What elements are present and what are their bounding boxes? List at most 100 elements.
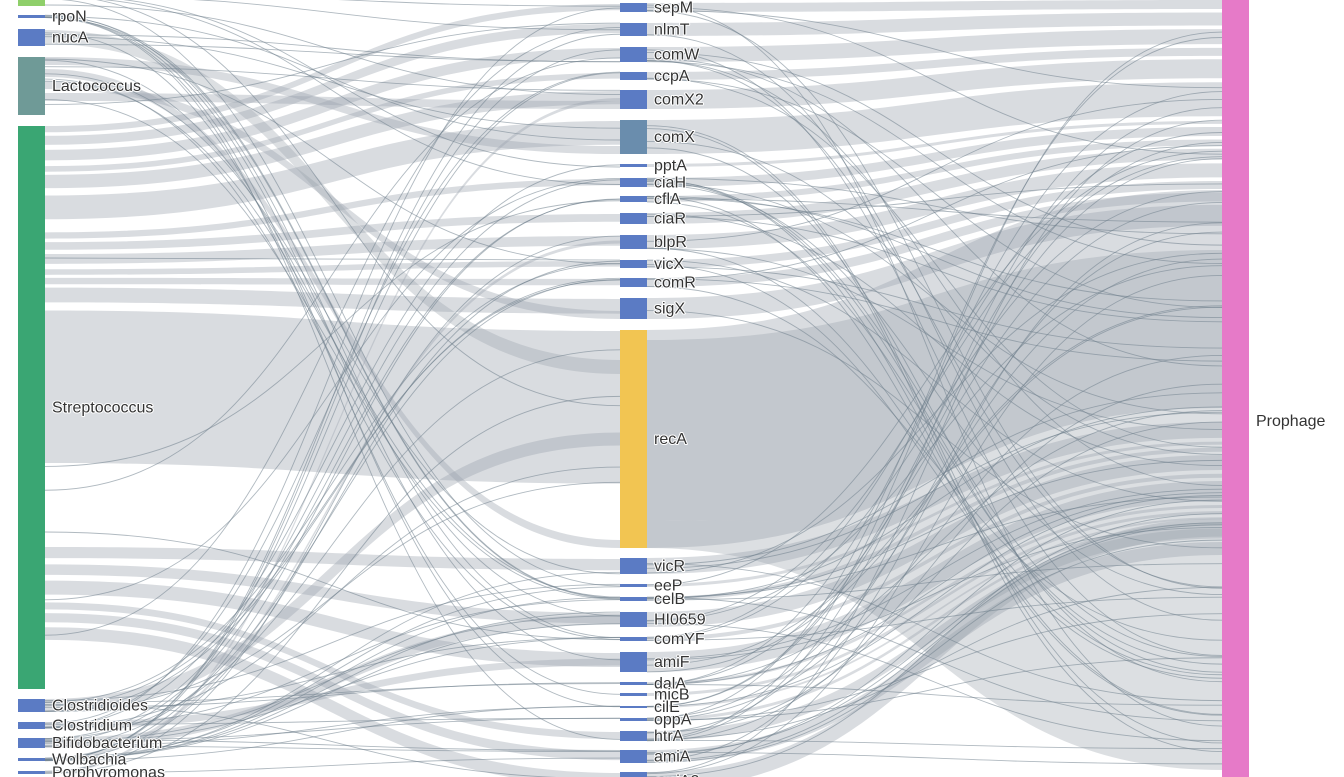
link-sepM-prophage [647,0,1222,12]
link-strand [44,757,621,774]
node-comX[interactable] [620,120,647,154]
node-Porphyromonas[interactable] [18,771,45,774]
node-label-recA: recA [654,431,687,448]
node-label-comW: comW [654,47,700,64]
node-label-cilE: cilE [654,699,680,716]
link-strand [646,310,1223,549]
node-cflA[interactable] [620,196,647,202]
node-Wolbachia[interactable] [18,758,45,761]
node-label-celB: celB [654,591,685,608]
link-strand [44,164,621,728]
link-streptococcus-HI0659 [45,564,620,624]
link-streptococcus-amiA2 [45,627,620,777]
node-sigX[interactable] [620,298,647,319]
link-strand [646,492,1223,686]
node-label-Streptococcus: Streptococcus [52,400,153,417]
node-ciaR[interactable] [620,213,647,224]
link-strand [646,184,1223,596]
node-amiA2[interactable] [620,772,647,777]
node-comR[interactable] [620,278,647,287]
node-htrA[interactable] [620,731,647,741]
node-Prophage[interactable] [1222,0,1249,777]
link-streptococcus-comX2 [45,91,620,189]
link-strand [646,275,1223,775]
link-strand [646,683,1223,706]
node-vicX[interactable] [620,260,647,268]
link-strand [44,4,621,96]
link-strand [44,17,621,740]
node-label-Prophage: Prophage [1256,413,1325,430]
link-strand [646,91,1223,686]
node-Bifidobacterium[interactable] [18,738,45,748]
node-eeP[interactable] [620,584,647,587]
node-amiA[interactable] [620,750,647,763]
node-dalA[interactable] [620,682,647,685]
link-strand [646,191,1223,639]
node-label-Lactococcus: Lactococcus [52,78,141,95]
link-streptococcus-comR [45,277,620,286]
node-rpoN[interactable] [18,15,45,18]
link-strand [646,613,1223,722]
node-amiF[interactable] [620,652,647,672]
node-celB[interactable] [620,597,647,601]
link-strand [646,278,1223,362]
link-strand [56,0,621,587]
node-unnamed-0[interactable] [18,0,45,6]
node-ccpA[interactable] [620,72,647,80]
link-strand [646,231,1223,734]
node-Streptococcus[interactable] [18,126,45,689]
link-strand [646,596,1223,641]
node-micB[interactable] [620,693,647,696]
node-Lactococcus[interactable] [18,57,45,115]
node-ciaH[interactable] [620,178,647,187]
node-label-comR: comR [654,275,696,292]
node-labels: rpoN nucA Lactococcus Streptococcus Clostrid… [51,0,1326,777]
link-cilE-prophage [647,517,1222,708]
node-nlmT[interactable] [620,23,647,36]
link-vicR-prophage [647,421,1222,574]
link-strand [646,383,1223,742]
link-lactococcus-comX2 [45,93,620,109]
node-label-ciaR: ciaR [654,211,686,228]
link-strand [646,213,1223,467]
link-streptococcus-comW [45,48,620,161]
link-strand [646,222,1223,761]
link-comYF-prophage [647,473,1222,641]
link-strand [44,58,621,265]
link-strand [646,563,1223,702]
node-sepM[interactable] [620,3,647,12]
link-strand [44,66,621,91]
node-label-comX: comX [654,129,695,146]
node-Clostridium[interactable] [18,722,45,729]
link-strand [646,563,1223,601]
link-strand [44,745,621,752]
link-streptococcus-sigX [45,287,620,314]
node-oppA[interactable] [620,718,647,721]
node-comW[interactable] [620,47,647,62]
node-nucA[interactable] [18,29,45,46]
node-label-Porphyromonas: Porphyromonas [52,765,165,777]
node-comX2[interactable] [620,90,647,109]
node-cilE[interactable] [620,706,647,708]
link-strand [646,751,1223,765]
link-strand [646,215,1223,323]
node-HI0659[interactable] [620,612,647,627]
link-strand [646,125,1223,744]
node-comYF[interactable] [620,637,647,641]
link-strand [646,9,1223,89]
link-strand [646,201,1223,685]
node-Clostridioides[interactable] [18,699,45,712]
link-strand [646,49,1223,656]
node-label-pptA: pptA [654,158,687,175]
node-pptA[interactable] [620,164,647,167]
link-strand [44,531,621,641]
link-strand [44,683,621,703]
node-recA[interactable] [620,330,647,548]
link-strand [193,0,621,31]
node-blpR[interactable] [620,235,647,249]
link-strand [646,60,1223,588]
node-vicR[interactable] [620,558,647,574]
link-strand [44,263,621,703]
link-strand [44,72,621,761]
link-streptococcus-ccpA [45,73,620,172]
